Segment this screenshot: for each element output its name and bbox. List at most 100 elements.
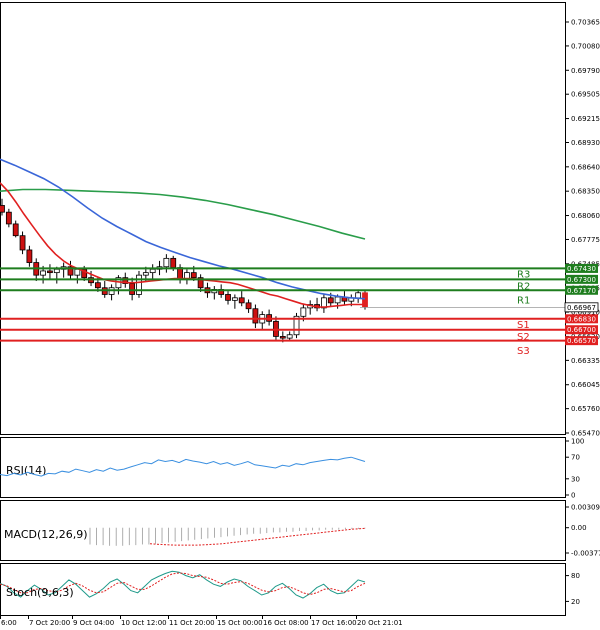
candle-body: [122, 277, 129, 284]
candle-body: [170, 257, 177, 268]
level-tag-r3: [565, 263, 598, 273]
macd-tick-label: 0.00: [571, 524, 587, 532]
candle-body: [47, 270, 53, 274]
candle-body: [19, 235, 26, 251]
candle-body: [142, 272, 149, 276]
candle-body: [327, 297, 334, 304]
ma-red-line: [0, 182, 365, 308]
candle-body: [279, 336, 286, 339]
time-tick-label: 16 Oct 08:00: [263, 619, 309, 627]
candle-body: [129, 283, 136, 295]
macd-tick-label: 0.003093: [571, 504, 600, 512]
macd-tick-label: -0.003776: [571, 550, 600, 558]
candle-body: [5, 211, 12, 225]
pane-frame-stoch: [0, 563, 566, 616]
price-tick-label: 0.70365: [571, 19, 600, 27]
candle-body: [252, 308, 259, 324]
candle-body: [231, 297, 238, 301]
level-label-s3: S3: [517, 346, 530, 357]
price-tick-label: 0.69505: [571, 91, 600, 99]
pane-frames: [0, 2, 566, 616]
price-tick-label: 0.68640: [571, 163, 600, 171]
level-tag-r2: [565, 274, 598, 284]
candle-body: [74, 268, 81, 276]
candle-body: [190, 272, 197, 279]
candle-body: [136, 274, 142, 295]
candle-body: [334, 296, 341, 304]
rsi-tick-label: 0: [571, 492, 575, 500]
candle-body: [67, 266, 74, 276]
stoch-signal-line: [0, 572, 366, 596]
candle-body: [26, 249, 33, 263]
candle-body: [163, 257, 170, 268]
level-value-s3: 0.66570: [567, 337, 596, 345]
candle-body: [0, 205, 5, 213]
level-value-s2: 0.66700: [567, 326, 596, 334]
pane-frame-macd: [0, 500, 566, 561]
time-tick-label: 7 Oct 20:00: [29, 619, 70, 627]
candle-body: [197, 277, 204, 289]
macd-pane: 0.003093 0.00 -0.003776 MACD(12,26,9): [4, 504, 600, 558]
time-tick-label: 6:00: [1, 619, 17, 627]
price-tick-label: 0.69790: [571, 67, 600, 75]
price-tick-label: 0.68060: [571, 212, 600, 220]
candle-body: [12, 223, 19, 237]
level-value-s1: 0.66830: [567, 315, 596, 323]
rsi-tick-label: 100: [571, 438, 584, 446]
stoch-main-line: [0, 570, 366, 599]
price-tick-label: 0.67775: [571, 236, 600, 244]
price-tick-label: 0.70080: [571, 42, 600, 50]
candle-body: [300, 307, 307, 317]
rsi-pane: 100 70 30 0 RSI(14): [0, 438, 584, 500]
rsi-title: RSI(14): [6, 464, 46, 477]
rsi-tick-label: 70: [571, 454, 580, 462]
candle-body: [286, 334, 293, 339]
price-tick-label: 0.66910: [571, 309, 600, 317]
level-label-s2: S2: [517, 332, 530, 343]
level-label-r3: R3: [517, 269, 530, 280]
level-label-r2: R2: [517, 281, 530, 292]
level-label-s1: S1: [517, 320, 530, 331]
macd-signal-line: [149, 527, 366, 546]
time-axis: 6:00 7 Oct 20:00 9 Oct 04:00 10 Oct 12:00 11…: [0, 615, 403, 627]
rsi-tick-label: 30: [571, 475, 580, 483]
price-tick-label: 0.65760: [571, 405, 600, 413]
stoch-tick-label: 80: [571, 572, 580, 580]
stoch-pane: 80 20 Stoch(9,6,3): [0, 570, 580, 606]
time-tick-label: 15 Oct 00:00: [217, 619, 263, 627]
candle-body: [355, 292, 362, 299]
price-tick-label: 0.65470: [571, 430, 600, 438]
ma-green-line: [0, 188, 366, 240]
price-tick-label: 0.68930: [571, 139, 600, 147]
level-value-r2: 0.67300: [567, 276, 596, 284]
candle-body: [245, 302, 252, 310]
level-tag-s2: [565, 325, 598, 335]
level-label-r1: R1: [517, 295, 530, 306]
level-tag-s1: [565, 314, 598, 324]
current-price-tag: [564, 302, 599, 313]
rsi-line: [0, 456, 366, 477]
pane-frame-rsi: [0, 437, 566, 498]
candle-body: [53, 268, 60, 274]
candle-body: [94, 282, 101, 289]
time-tick-label: 20 Oct 21:01: [357, 619, 403, 627]
candle-body: [293, 315, 300, 336]
price-tick-label: 0.66045: [571, 381, 600, 389]
price-tick-label: 0.68350: [571, 188, 600, 196]
candle-body: [40, 270, 46, 276]
stoch-tick-label: 20: [571, 598, 580, 606]
level-tag-r1: [565, 285, 598, 295]
price-tick-label: 0.66335: [571, 357, 600, 365]
macd-title: MACD(12,26,9): [4, 528, 88, 541]
pane-frame-main: [0, 2, 566, 435]
current-price-label: 0.66967: [567, 304, 596, 312]
stoch-title: Stoch(9,6,3): [6, 586, 74, 599]
level-tag-s3: [565, 336, 598, 346]
time-tick-label: 9 Oct 04:00: [73, 619, 114, 627]
price-tick-label: 0.69215: [571, 115, 600, 123]
time-tick-label: 17 Oct 16:00: [311, 619, 357, 627]
candle-body: [238, 297, 245, 304]
time-tick-label: 11 Oct 20:00: [169, 619, 215, 627]
candle-body: [149, 268, 156, 274]
